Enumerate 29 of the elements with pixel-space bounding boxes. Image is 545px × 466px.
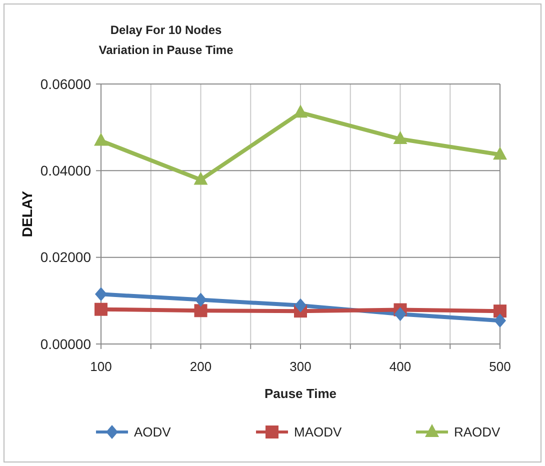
y-tick-label: 0.02000 (40, 249, 92, 266)
chart-title: Delay For 10 Nodes (110, 23, 222, 37)
point (393, 131, 408, 144)
chart-subtitle: Variation in Pause Time (98, 43, 234, 57)
y-tick-label: 0.00000 (40, 336, 92, 352)
point (394, 307, 406, 322)
x-tick-label: 200 (190, 359, 212, 374)
legend-label: MAODV (294, 424, 342, 440)
legend-label: RAODV (454, 424, 501, 440)
point (493, 146, 507, 160)
y-tick-label: 0.06000 (40, 76, 92, 92)
x-tick-label: 400 (389, 359, 412, 374)
y-tick-label: 0.04000 (40, 162, 92, 179)
point (194, 292, 207, 307)
y-axis-title: DELAY (19, 190, 35, 238)
x-tick-label: 100 (90, 359, 112, 374)
point (94, 132, 108, 146)
x-axis-title: Pause Time (264, 386, 337, 401)
x-tick-label: 500 (489, 359, 511, 374)
point (294, 298, 306, 312)
x-tick-label: 300 (290, 359, 312, 374)
point (95, 287, 107, 302)
legend-label: AODV (134, 424, 172, 440)
point (294, 104, 308, 118)
point (494, 314, 506, 328)
point (194, 172, 208, 185)
point (494, 304, 506, 318)
point (94, 302, 108, 316)
point (194, 304, 208, 318)
